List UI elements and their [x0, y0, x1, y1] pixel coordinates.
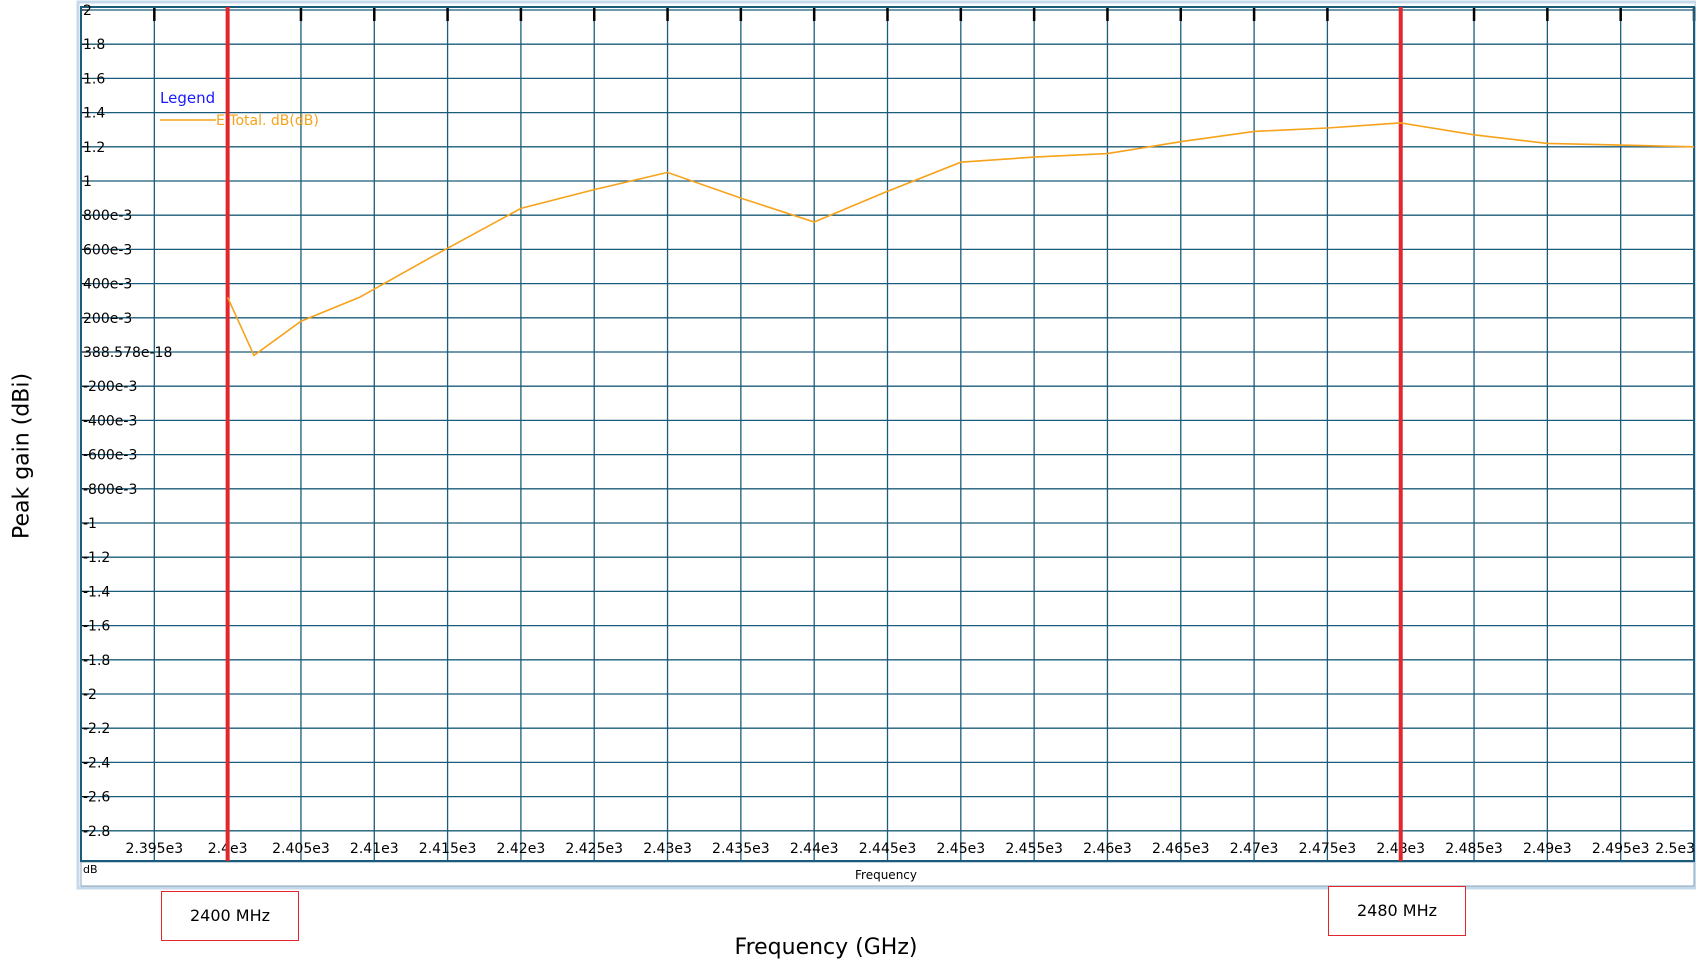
- x-tick-label: 2.485e3: [1445, 841, 1503, 857]
- x-tick-label: 2.495e3: [1592, 841, 1650, 857]
- y-tick-label: 1.2: [83, 140, 105, 156]
- x-tick-label: 2.395e3: [126, 841, 184, 857]
- y-tick-label: 1.4: [83, 106, 105, 122]
- grid: [80, 6, 1696, 862]
- y-axis-title-text: Peak gain (dBi): [9, 372, 35, 540]
- x-tick-label: 2.42e3: [497, 841, 546, 857]
- y-tick-label: -1.4: [83, 584, 110, 600]
- y-tick-label: 388.578e-18: [83, 345, 172, 361]
- y-tick-label: 1.6: [83, 71, 105, 87]
- x-tick-label: 2.465e3: [1152, 841, 1210, 857]
- x-tick-label: 2.49e3: [1523, 841, 1572, 857]
- y-tick-label: -2: [83, 687, 97, 703]
- y-tick-label: -1.2: [83, 550, 110, 566]
- y-tick-label: 1: [83, 174, 92, 190]
- legend-title: Legend: [160, 89, 215, 107]
- series-lines: [226, 122, 1695, 357]
- y-tick-label: 600e-3: [83, 242, 132, 258]
- unit-label: dB: [83, 863, 98, 876]
- x-tick-label: 2.405e3: [272, 841, 330, 857]
- y-tick-label: 2: [83, 3, 92, 19]
- x-tick-label: 2.46e3: [1083, 841, 1132, 857]
- plot-footer-strip: [80, 861, 1695, 887]
- y-tick-label: -1.6: [83, 619, 110, 635]
- y-tick-labels: 2 1.8 1.6 1.4 1.2 1 800e-3 600e-3 400e-3 200e-3 38…: [83, 3, 172, 840]
- x-tick-labels: 2.395e32.4e32.405e32.41e32.415e32.42e32.…: [126, 841, 1695, 857]
- y-tick-label: -400e-3: [83, 413, 137, 429]
- marker-label-2480: 2480 MHz: [1328, 886, 1466, 936]
- x-tick-label: 2.455e3: [1005, 841, 1063, 857]
- y-tick-label: 400e-3: [83, 277, 132, 293]
- x-axis-title: Frequency (GHz): [734, 935, 918, 960]
- x-tick-label: 2.47e3: [1230, 841, 1279, 857]
- y-tick-label: -1.8: [83, 653, 110, 669]
- x-tick-label: 2.425e3: [565, 841, 623, 857]
- y-tick-label: 200e-3: [83, 311, 132, 327]
- x-tick-label: 2.45e3: [936, 841, 985, 857]
- y-tick-label: 800e-3: [83, 208, 132, 224]
- y-tick-label: 1.8: [83, 37, 105, 53]
- y-tick-label: -2.8: [83, 824, 110, 840]
- x-tick-label: 2.475e3: [1299, 841, 1357, 857]
- plot-border: [80, 6, 1695, 862]
- legend[interactable]: Legend E Total. dB(dB): [160, 89, 319, 129]
- y-tick-label: -2.6: [83, 790, 110, 806]
- x-tick-label: 2.43e3: [643, 841, 692, 857]
- inner-x-axis-label: Frequency: [855, 868, 917, 882]
- y-tick-label: -600e-3: [83, 448, 137, 464]
- x-tick-label: 2.435e3: [712, 841, 770, 857]
- x-tick-label: 2.5e3: [1655, 841, 1695, 857]
- frequency-markers: [225, 7, 1403, 861]
- legend-series-label: E Total. dB(dB): [216, 113, 319, 129]
- y-tick-label: -800e-3: [83, 482, 137, 498]
- marker-label-2400: 2400 MHz: [161, 891, 299, 941]
- x-tick-label: 2.445e3: [859, 841, 917, 857]
- x-tick-label: 2.41e3: [350, 841, 399, 857]
- series-line: [226, 122, 1695, 357]
- y-tick-label: -200e-3: [83, 379, 137, 395]
- x-tick-label: 2.44e3: [790, 841, 839, 857]
- y-tick-label: -2.2: [83, 721, 110, 737]
- y-tick-label: -1: [83, 516, 97, 532]
- x-tick-label: 2.415e3: [419, 841, 477, 857]
- y-tick-label: -2.4: [83, 755, 110, 771]
